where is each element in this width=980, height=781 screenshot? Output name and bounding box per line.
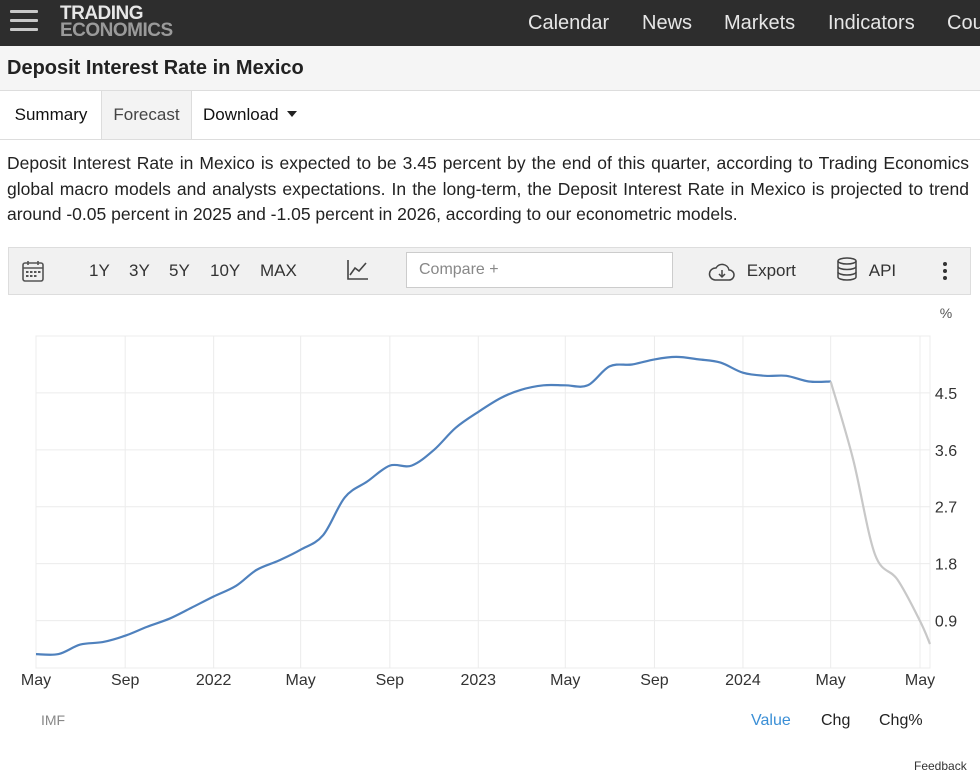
y-axis-ticks: 0.9 1.8 2.7 3.6 4.5 <box>935 386 957 631</box>
x-tick-label: May <box>550 672 580 689</box>
line-chart-icon[interactable] <box>346 258 370 282</box>
chevron-down-icon <box>286 110 297 117</box>
nav-indicators[interactable]: Indicators <box>828 12 915 34</box>
chart-toolbar: 1Y 3Y 5Y 10Y MAX Export API <box>8 247 971 295</box>
calendar-icon[interactable] <box>21 259 45 283</box>
title-bar: Deposit Interest Rate in Mexico <box>0 46 980 91</box>
x-tick-label: May <box>286 672 316 689</box>
x-tick-label: Sep <box>640 672 669 689</box>
x-tick-label: 2023 <box>460 672 496 689</box>
tab-download[interactable]: Download <box>195 91 305 139</box>
nav-countries[interactable]: Cou <box>947 12 980 34</box>
x-tick-label: Sep <box>111 672 140 689</box>
export-label: Export <box>746 261 796 280</box>
historical-series-line <box>35 355 831 656</box>
forecast-description: Deposit Interest Rate in Mexico is expec… <box>7 153 969 224</box>
menu-icon[interactable] <box>10 10 38 32</box>
y-tick-label: 1.8 <box>935 557 957 574</box>
value-button[interactable]: Value <box>751 712 791 729</box>
x-tick-label: May <box>816 672 846 689</box>
x-tick-label: May <box>905 672 935 689</box>
database-icon <box>836 257 858 285</box>
tab-summary[interactable]: Summary <box>14 105 88 124</box>
data-source-label[interactable]: IMF <box>41 712 66 728</box>
x-tick-label: Sep <box>376 672 405 689</box>
change-percent-button[interactable]: Chg% <box>879 712 923 729</box>
y-tick-label: 2.7 <box>935 500 957 517</box>
y-tick-label: 0.9 <box>935 614 957 631</box>
page-title: Deposit Interest Rate in Mexico <box>7 57 304 79</box>
x-tick-label: 2022 <box>196 672 232 689</box>
more-vertical-icon[interactable] <box>942 261 948 281</box>
x-tick-label: 2024 <box>725 672 761 689</box>
tab-download-label: Download <box>203 105 279 124</box>
tab-forecast[interactable]: Forecast <box>101 91 192 139</box>
y-axis-unit: % <box>940 305 952 321</box>
y-tick-label: 3.6 <box>935 443 957 460</box>
export-button[interactable]: Export <box>708 248 796 294</box>
nav-calendar[interactable]: Calendar <box>528 12 610 34</box>
range-max-button[interactable]: MAX <box>260 261 297 280</box>
tab-bar: Summary Forecast Download <box>0 91 980 140</box>
site-logo[interactable]: TRADING ECONOMICS <box>60 3 173 41</box>
api-label: API <box>868 261 897 280</box>
nav-markets[interactable]: Markets <box>724 12 796 34</box>
logo-line1: TRADING <box>60 3 144 24</box>
y-tick-label: 4.5 <box>935 386 957 403</box>
nav-news[interactable]: News <box>642 12 693 34</box>
cloud-download-icon <box>708 263 736 286</box>
range-3y-button[interactable]: 3Y <box>129 261 150 280</box>
x-tick-label: May <box>21 672 51 689</box>
logo-line2: ECONOMICS <box>60 20 173 41</box>
feedback-link[interactable]: Feedback <box>914 759 967 773</box>
chart-series <box>35 355 932 656</box>
rate-chart: % 0.91.82.73.64.5 May Sep 2022 May Sep 2023 Ma… <box>21 305 957 689</box>
api-button[interactable]: API <box>836 248 896 294</box>
range-1y-button[interactable]: 1Y <box>89 261 110 280</box>
forecast-series-line <box>829 381 932 645</box>
top-navigation-bar: TRADING ECONOMICS Calendar News Markets … <box>0 0 980 46</box>
compare-input[interactable] <box>406 252 673 288</box>
chart-grid <box>35 335 931 669</box>
range-5y-button[interactable]: 5Y <box>169 261 190 280</box>
change-button[interactable]: Chg <box>821 712 851 729</box>
range-10y-button[interactable]: 10Y <box>210 261 241 280</box>
x-axis-ticks: May Sep 2022 May Sep 2023 May Sep 2024 May May <box>21 672 935 689</box>
